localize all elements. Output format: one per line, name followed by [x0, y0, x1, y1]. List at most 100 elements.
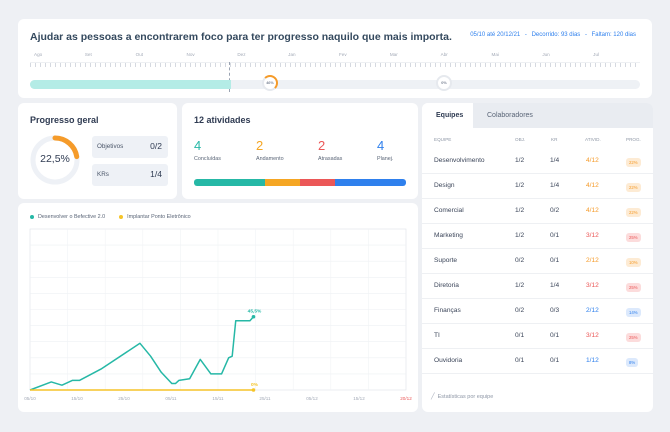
x-tick-label: 15/12: [353, 396, 365, 401]
timeline-month-label: Jun: [542, 52, 550, 57]
team-activities: 1/12: [586, 357, 599, 364]
activity-late-label: Atrasadas: [318, 156, 343, 162]
team-name: Finanças: [434, 307, 461, 314]
x-tick-label: 05/10: [24, 396, 36, 401]
team-activities: 4/12: [586, 157, 599, 164]
teams-table-header: EQUIPE OBJ. KR ATIVID. PROG.: [422, 133, 653, 147]
tab-equipes[interactable]: Equipes: [422, 103, 473, 128]
team-activities: 4/12: [586, 207, 599, 214]
activity-late-count: 2: [318, 138, 326, 153]
table-row[interactable]: TI 0/1 0/1 3/12 25%: [422, 324, 653, 349]
series-end-point: [251, 314, 256, 319]
team-stats-link[interactable]: ╱ Estatísticas por equipe: [431, 393, 493, 400]
progress-badge: 8%: [626, 358, 639, 367]
progress-donut: [30, 135, 80, 185]
today-line: [229, 62, 230, 92]
progress-marker-current[interactable]: 46%: [262, 75, 278, 91]
x-tick-label: 15/10: [71, 396, 83, 401]
activity-completed[interactable]: 4 Concluídas: [194, 138, 221, 162]
col-activities[interactable]: ATIVID.: [585, 137, 601, 142]
legend-label: Implantar Ponto Eletrônico: [127, 214, 191, 220]
tab-colaboradores[interactable]: Colaboradores: [473, 103, 653, 128]
legend-dot-icon: [119, 214, 124, 219]
activity-planned-label: Planej.: [377, 156, 394, 162]
legend-item-series-1[interactable]: Desenvolver o Befective 2.0: [30, 214, 105, 220]
x-tick-label: 25/10: [118, 396, 130, 401]
legend-dot-icon: [30, 214, 34, 219]
team-name: Diretoria: [434, 282, 459, 289]
general-progress-card: Progresso geral 22,5% Objetivos 0/2 KRs …: [18, 103, 177, 199]
activity-in-progress[interactable]: 2 Andamento: [256, 138, 284, 162]
progress-badge: 25%: [626, 233, 641, 242]
activity-bar-segment: [299, 179, 336, 186]
timeline-month-label: Dez: [237, 52, 246, 57]
col-kr[interactable]: KR: [551, 137, 558, 142]
x-tick-label: 15/11: [212, 396, 224, 401]
team-kr: 0/3: [550, 307, 560, 314]
chart-legend: Desenvolver o Befective 2.0 Implantar Po…: [30, 214, 191, 220]
activity-bar-segment: [194, 179, 265, 186]
team-name: Desenvolvimento: [434, 157, 485, 164]
x-tick-label: 20/12: [400, 396, 412, 401]
table-row[interactable]: Ouvidoria 0/1 0/1 1/12 8%: [422, 349, 653, 374]
goal-remaining: Faltam: 120 dias: [591, 32, 636, 38]
progress-badge: 22%: [626, 208, 641, 217]
team-kr: 1/4: [550, 182, 560, 189]
table-row[interactable]: Design 1/2 1/4 4/12 22%: [422, 174, 653, 199]
timeline-month-label: Nov: [186, 52, 195, 57]
activity-late[interactable]: 2 Atrasadas: [318, 138, 342, 162]
timeline-month-axis: Ago Set Out Nov Dez Jan Fev Mar Abr Mai Jun Jul: [30, 52, 640, 62]
table-row[interactable]: Suporte 0/2 0/1 2/12 10%: [422, 249, 653, 274]
goal-title: Ajudar as pessoas a encontrarem foco par…: [30, 31, 452, 43]
legend-item-series-2[interactable]: Implantar Ponto Eletrônico: [119, 214, 191, 220]
timeline-month-label: Mar: [389, 52, 398, 57]
timeline-month-label: Fev: [339, 52, 347, 57]
krs-label: KRs: [97, 171, 109, 178]
objectives-stat: Objetivos 0/2: [92, 136, 168, 158]
team-obj: 1/2: [515, 207, 525, 214]
objectives-label: Objetivos: [97, 143, 124, 150]
progress-badge: 22%: [626, 158, 641, 167]
table-row[interactable]: Marketing 1/2 0/1 3/12 25%: [422, 224, 653, 249]
team-name: Marketing: [434, 232, 463, 239]
krs-value: 1/4: [150, 169, 162, 179]
table-row[interactable]: Diretoria 1/2 1/4 3/12 25%: [422, 274, 653, 299]
goal-progress-fill: [30, 80, 232, 89]
progress-marker-end[interactable]: 0%: [436, 75, 452, 91]
team-obj: 1/2: [515, 282, 525, 289]
series-end-point: [251, 388, 256, 392]
timeline-month-label: Ago: [34, 52, 43, 57]
goal-card: Ajudar as pessoas a encontrarem foco par…: [18, 19, 652, 98]
team-obj: 1/2: [515, 157, 525, 164]
team-name: Comercial: [434, 207, 464, 214]
timeline-month-label: Abr: [440, 52, 448, 57]
activity-planned[interactable]: 4 Planej.: [377, 138, 393, 162]
chart-icon: ╱: [431, 394, 435, 400]
goal-progress-track: [30, 80, 640, 89]
x-tick-label: 25/11: [259, 396, 271, 401]
team-kr: 0/2: [550, 207, 560, 214]
col-team[interactable]: EQUIPE: [434, 137, 452, 142]
col-progress[interactable]: PROG.: [626, 137, 641, 142]
progress-donut-arc: [30, 135, 80, 185]
team-activities: 3/12: [586, 282, 599, 289]
goal-period: 05/10 até 20/12/21: [470, 32, 521, 38]
series-line-1: [29, 316, 255, 391]
goal-elapsed: Decorrido: 93 dias: [531, 32, 581, 38]
timeline-month-label: Out: [135, 52, 144, 57]
team-obj: 0/2: [515, 307, 525, 314]
activity-bar-segment: [264, 179, 300, 186]
team-obj: 1/2: [515, 182, 525, 189]
table-row[interactable]: Finanças 0/2 0/3 2/12 14%: [422, 299, 653, 324]
table-row[interactable]: Desenvolvimento 1/2 1/4 4/12 22%: [422, 149, 653, 174]
progress-donut-value: 22,5%: [40, 153, 70, 165]
team-obj: 0/1: [515, 357, 525, 364]
progress-chart-card: 05/10 15/10 25/10 05/11 15/11 25/11 05/12 15/12…: [18, 203, 418, 412]
col-obj[interactable]: OBJ.: [515, 137, 526, 142]
objectives-value: 0/2: [150, 141, 162, 151]
team-kr: 0/1: [550, 357, 560, 364]
legend-label: Desenvolver o Befective 2.0: [38, 214, 106, 220]
team-name: Ouvidoria: [434, 357, 463, 364]
teams-tabs: Equipes Colaboradores: [422, 103, 653, 128]
table-row[interactable]: Comercial 1/2 0/2 4/12 22%: [422, 199, 653, 224]
